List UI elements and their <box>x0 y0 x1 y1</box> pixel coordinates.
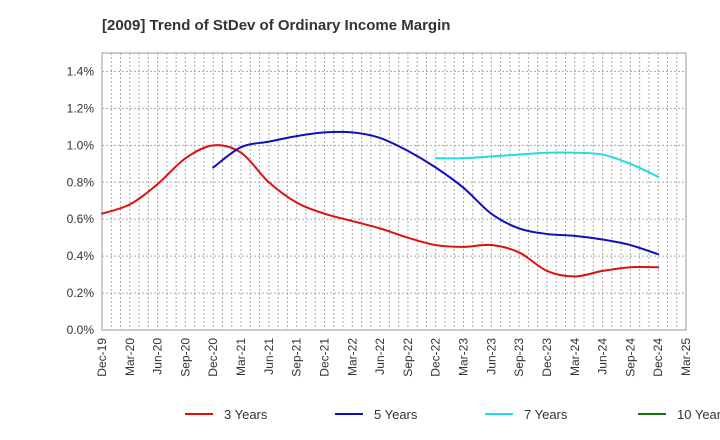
x-tick-label: Dec-22 <box>429 338 443 377</box>
x-tick-label: Mar-24 <box>568 338 582 376</box>
x-tick-label: Mar-21 <box>234 338 248 376</box>
x-tick-label: Sep-23 <box>512 338 526 377</box>
x-tick-label: Sep-21 <box>290 338 304 377</box>
y-tick-label: 0.2% <box>67 286 95 300</box>
x-tick-label: Jun-22 <box>373 338 387 375</box>
series-line-3 <box>434 151 660 178</box>
x-tick-label: Mar-25 <box>679 338 693 376</box>
y-tick-label: 0.8% <box>67 175 95 189</box>
x-tick-label: Sep-24 <box>623 338 637 377</box>
x-tick-label: Jun-24 <box>596 338 610 375</box>
x-tick-label: Jun-20 <box>151 338 165 375</box>
y-tick-label: 1.2% <box>67 101 95 115</box>
legend-label: 3 Years <box>224 407 268 422</box>
y-tick-label: 0.6% <box>67 212 95 226</box>
x-axis: Dec-19 Mar-20 Jun-20 Sep-20 Dec-20 Mar-21 Jun-… <box>95 338 693 377</box>
x-tick-label: Dec-21 <box>317 338 331 377</box>
y-tick-label: 0.4% <box>67 249 95 263</box>
x-tick-label: Jun-23 <box>484 338 498 375</box>
x-tick-label: Mar-22 <box>345 338 359 376</box>
x-tick-label: Jun-21 <box>262 338 276 375</box>
x-tick-label: Mar-23 <box>457 338 471 376</box>
series-line-1 <box>101 144 660 278</box>
plot-area <box>101 52 687 331</box>
y-tick-label: 0.0% <box>67 323 95 337</box>
y-tick-label: 1.0% <box>67 138 95 152</box>
grid <box>102 53 686 330</box>
x-tick-label: Dec-20 <box>206 338 220 377</box>
legend-label: 7 Years <box>524 407 568 422</box>
y-axis: 0.0% 0.2% 0.4% 0.6% 0.8% 1.0% 1.2% 1.4% <box>67 64 95 337</box>
legend: 3 Years 5 Years 7 Years 10 Years <box>185 407 720 422</box>
x-tick-label: Sep-22 <box>401 338 415 377</box>
x-tick-label: Dec-19 <box>95 338 109 377</box>
x-tick-label: Dec-24 <box>651 338 665 377</box>
x-tick-label: Dec-23 <box>540 338 554 377</box>
legend-label: 10 Years <box>677 407 720 422</box>
y-tick-label: 1.4% <box>67 64 95 78</box>
x-tick-label: Sep-20 <box>178 338 192 377</box>
x-tick-label: Mar-20 <box>123 338 137 376</box>
legend-label: 5 Years <box>374 407 418 422</box>
series-line-2 <box>212 130 660 256</box>
series-layer <box>101 130 660 278</box>
chart-title: [2009] Trend of StDev of Ordinary Income… <box>102 17 450 34</box>
